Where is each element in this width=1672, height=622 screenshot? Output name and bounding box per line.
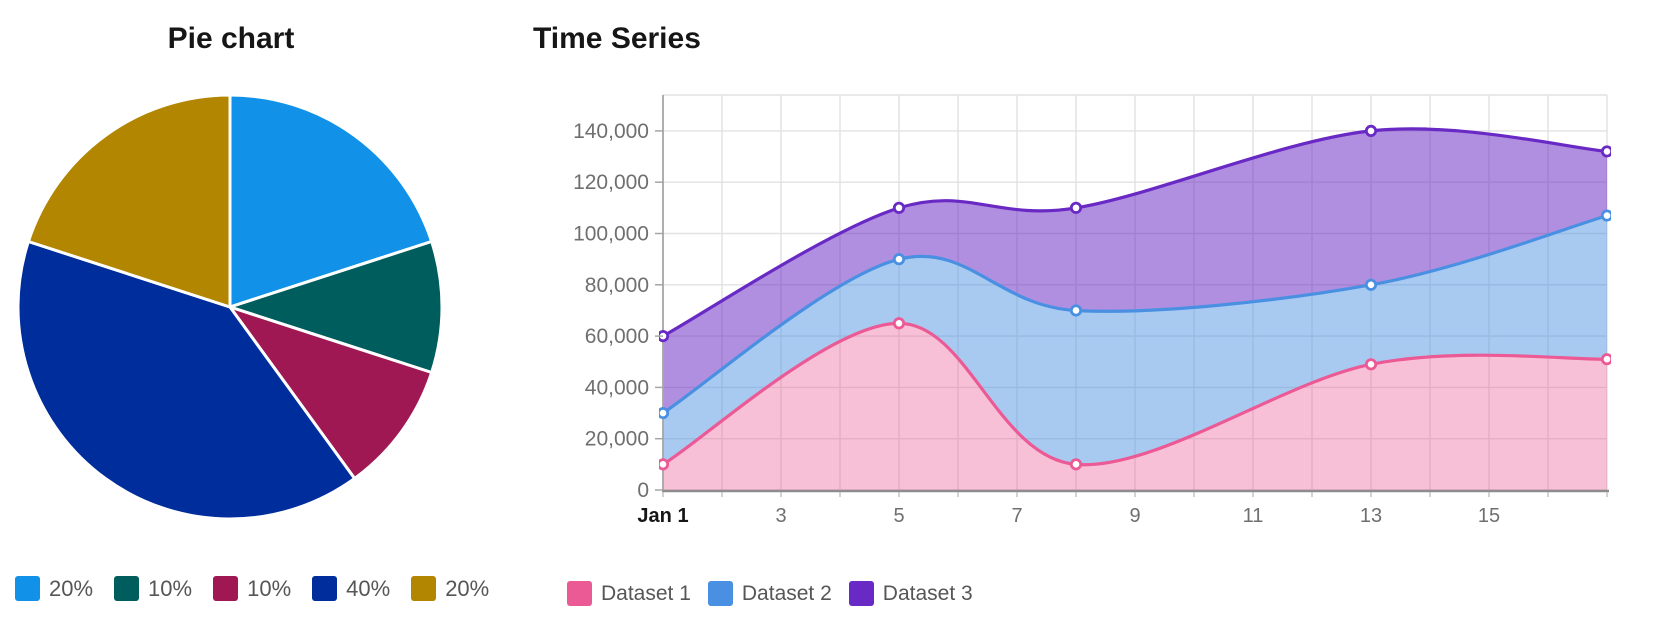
pie-legend: 20% 10% 10% 40% 20% — [15, 576, 489, 601]
data-point-dataset-1 — [1600, 353, 1611, 366]
x-axis-label-13: 13 — [1360, 505, 1382, 522]
y-axis-label-140,000: 140,000 — [573, 120, 649, 143]
pie-slice-20% — [228, 93, 434, 309]
data-point-dataset-1 — [1364, 358, 1378, 371]
data-point-dataset-2 — [892, 253, 906, 266]
data-point-dataset-2 — [1364, 278, 1378, 291]
pie-legend-item-0[interactable]: 20% — [15, 576, 93, 601]
data-point-dataset-3 — [892, 201, 906, 214]
y-axis-label-100,000: 100,000 — [573, 223, 649, 246]
pie-legend-label-0: 20% — [49, 576, 94, 601]
pie-legend-swatch-3 — [312, 576, 338, 601]
timeseries-legend: Dataset 1 Dataset 2 Dataset 3 — [567, 581, 973, 606]
area-fill-dataset-2 — [663, 215, 1607, 465]
ts-legend-label-1: Dataset 2 — [741, 582, 832, 605]
pie-slice-40% — [16, 239, 357, 521]
x-axis-label-11: 11 — [1243, 505, 1264, 522]
x-axis-label-5: 5 — [893, 505, 904, 522]
data-point-dataset-2 — [1069, 304, 1083, 317]
pie-slice-10% — [228, 239, 444, 375]
pie-chart-title: Pie chart — [167, 22, 295, 55]
ts-legend-swatch-0 — [567, 581, 592, 606]
pie-legend-label-4: 20% — [445, 576, 490, 601]
ts-legend-swatch-1 — [707, 581, 733, 606]
pie-legend-label-3: 40% — [346, 576, 391, 601]
pie-legend-swatch-4 — [411, 576, 437, 601]
x-axis-label-15: 15 — [1478, 505, 1500, 522]
pie-legend-item-3[interactable]: 40% — [312, 576, 390, 601]
data-point-dataset-3 — [659, 330, 670, 343]
data-point-dataset-1 — [659, 458, 670, 471]
pie-slice-10% — [228, 305, 434, 481]
y-axis-label-20,000: 20,000 — [585, 428, 649, 451]
area-fill-dataset-3 — [663, 128, 1607, 414]
x-axis-label-9: 9 — [1129, 505, 1140, 522]
ts-legend-swatch-2 — [848, 581, 874, 606]
x-axis-label-7: 7 — [1011, 505, 1022, 522]
x-axis-label-Jan-1: Jan 1 — [637, 505, 688, 522]
y-axis-label-120,000: 120,000 — [573, 171, 649, 194]
x-axis-label-3: 3 — [775, 505, 786, 522]
pie-slice-20% — [26, 93, 232, 309]
pie-legend-label-2: 10% — [247, 576, 292, 601]
ts-legend-item-0[interactable]: Dataset 1 — [567, 581, 691, 606]
pie-legend-swatch-0 — [15, 576, 40, 601]
pie-legend-swatch-1 — [114, 576, 140, 601]
timeseries-chart: 0 20,000 40,000 60,000 80,000 100,000 120,000 1… — [573, 94, 1611, 522]
data-point-dataset-1 — [1069, 458, 1083, 471]
data-point-markers — [659, 124, 1611, 471]
pie-legend-item-1[interactable]: 10% — [114, 576, 192, 601]
y-axis-label-0: 0 — [637, 479, 649, 502]
data-point-dataset-3 — [1069, 201, 1083, 214]
data-point-dataset-1 — [892, 317, 906, 330]
y-axis-label-80,000: 80,000 — [585, 274, 649, 297]
pie-legend-item-4[interactable]: 20% — [411, 576, 489, 601]
ts-legend-label-2: Dataset 3 — [882, 582, 973, 605]
data-point-dataset-2 — [1600, 209, 1611, 222]
y-axis-label-60,000: 60,000 — [585, 325, 649, 348]
ts-legend-label-0: Dataset 1 — [601, 582, 691, 605]
data-point-dataset-3 — [1600, 145, 1611, 158]
pie-legend-label-1: 10% — [148, 576, 193, 601]
data-point-dataset-2 — [659, 406, 670, 420]
pie-chart — [16, 93, 444, 521]
ts-legend-item-2[interactable]: Dataset 3 — [848, 581, 973, 606]
timeseries-title: Time Series — [533, 22, 701, 55]
pie-legend-swatch-2 — [213, 576, 239, 601]
data-point-dataset-3 — [1364, 124, 1378, 138]
ts-legend-item-1[interactable]: Dataset 2 — [707, 581, 832, 606]
y-axis-label-40,000: 40,000 — [585, 376, 649, 399]
pie-legend-item-2[interactable]: 10% — [213, 576, 291, 601]
